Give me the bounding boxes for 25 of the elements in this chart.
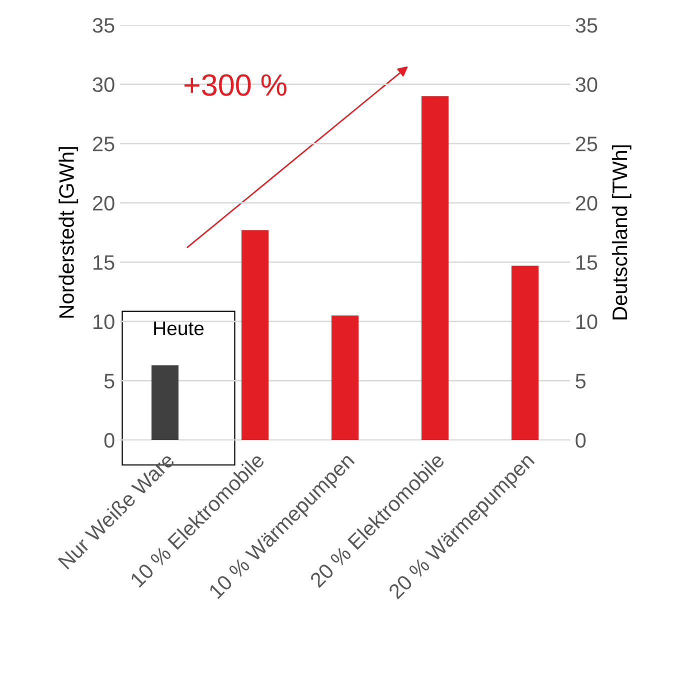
y2-tick-label: 5: [576, 374, 586, 388]
y-axis-title: Norderstedt [GWh]: [58, 147, 78, 318]
bar: [512, 266, 538, 440]
annotation: Heute: [154, 322, 204, 336]
y2-tick-label: 30: [576, 77, 598, 92]
bar: [332, 316, 358, 440]
y-tick-label: 25: [93, 136, 114, 152]
y2-tick-label: 10: [576, 314, 598, 330]
y2-tick-label: 35: [576, 18, 598, 33]
y2-tick-label: 15: [576, 255, 598, 270]
y-tick-label: 0: [104, 433, 114, 448]
y2-tick-label: 0: [576, 433, 586, 448]
y-tick-label: 30: [92, 77, 114, 92]
bar: [422, 96, 448, 440]
y-tick-label: 5: [104, 374, 114, 388]
y2-tick-label: 25: [576, 136, 598, 152]
annotation: +300 %: [184, 74, 286, 96]
y-tick-label: 35: [92, 18, 114, 33]
y-tick-label: 20: [93, 196, 114, 211]
y2-axis-title: Deutschland [TWh]: [612, 145, 632, 320]
bar: [242, 230, 268, 440]
y-tick-label: 10: [94, 314, 114, 330]
bar: [152, 365, 178, 440]
y-tick-label: 15: [94, 255, 114, 270]
y2-tick-label: 20: [576, 196, 598, 211]
